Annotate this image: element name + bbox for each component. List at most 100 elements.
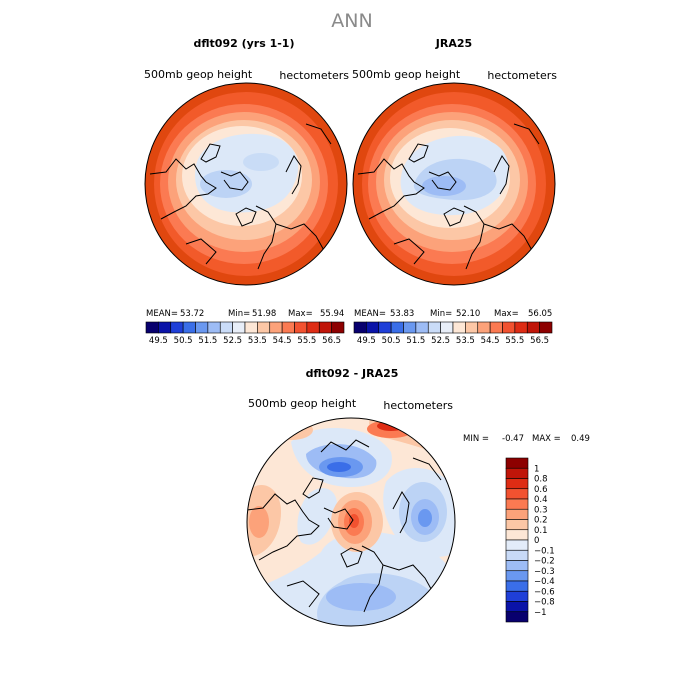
colorbar-tick-label: 0.4 [534,495,548,505]
colorbar-swatch [505,529,529,541]
min-label: Min= [430,309,452,319]
map-boundary [352,82,556,286]
colorbar-tick-label: 50.5 [382,336,401,346]
colorbar-tick-label: 0 [534,536,539,546]
colorbar-tick-label: 54.5 [273,336,292,346]
panel-difference: dflt092 - JRA25 500mb geop height hectom… [246,367,590,627]
colorbar-tick-label: 51.5 [406,336,425,346]
colorbar-swatch [427,321,441,334]
min-value: 52.10 [456,309,480,319]
colorbar-swatch [526,321,540,334]
colorbar-tick-label: −0.6 [534,587,555,597]
map-boundary [246,417,456,627]
units-label: hectometers [279,69,349,82]
colorbar-swatch [232,321,246,334]
mean-label: MEAN= [146,309,178,319]
colorbar-swatch [539,321,553,334]
min-label: Min= [228,309,250,319]
stats: MEAN= 53.83 Min= 52.10 Max= 56.05 [354,309,552,319]
panel-model: dflt092 (yrs 1-1) 500mb geop height hect… [144,37,349,346]
colorbar-swatch [219,321,233,334]
units-label: hectometers [383,399,453,412]
colorbar-tick-label: 53.5 [456,336,475,346]
page-title: ANN [331,10,372,32]
colorbar-swatch [505,478,529,490]
colorbar-swatch [195,321,209,334]
max-value: 0.49 [571,434,590,444]
colorbar-swatch [281,321,295,334]
polar-map [144,82,348,286]
colorbar-swatch [505,488,529,500]
colorbar-tick-label: 52.5 [431,336,450,346]
variable-label: 500mb geop height [144,68,253,81]
colorbar-tick-label: 0.6 [534,485,548,495]
colorbar-swatch [366,321,380,334]
colorbar-swatch [505,457,529,469]
colorbar-tick-label: −1 [534,608,547,618]
colorbar-tick-label: 49.5 [357,336,376,346]
colorbar-swatch [353,321,367,334]
colorbar-swatch [505,570,529,582]
colorbar-swatch [269,321,283,334]
colorbar-tick-label: −0.2 [534,557,555,567]
mean-value: 53.72 [180,309,204,319]
colorbar-swatch [415,321,429,334]
colorbar-swatch [244,321,258,334]
colorbar-swatch [452,321,466,334]
colorbar-tick-label: 50.5 [174,336,193,346]
colorbar-tick-label: 54.5 [481,336,500,346]
max-label: Max= [494,309,519,319]
colorbar-swatch [505,508,529,520]
contour-band [243,153,279,171]
polar-map [246,417,456,627]
colorbar-swatch [505,549,529,561]
colorbar-swatch [505,590,529,602]
colorbar-swatch [505,611,529,623]
colorbar-swatch [505,467,529,479]
max-label: MAX = [532,434,561,444]
colorbar-swatch [477,321,491,334]
variable-label: 500mb geop height [352,68,461,81]
colorbar: 49.5 50.5 51.5 52.5 53.5 54.5 55.5 56.5 [145,321,345,346]
colorbar-tick-label: 53.5 [248,336,267,346]
coastlines [357,123,545,270]
colorbar-tick-label: 52.5 [223,336,242,346]
stats: MIN = -0.47 MAX = 0.49 [463,434,590,444]
panel-title: JRA25 [435,37,472,50]
map-boundary [144,82,348,286]
colorbar-swatch [170,321,184,334]
colorbar-swatch [145,321,159,334]
colorbar-swatch [505,560,529,572]
colorbar-tick-label: 56.5 [530,336,549,346]
polar-map [352,82,556,286]
colorbar-swatch [182,321,196,334]
colorbar-tick-label: 0.8 [534,475,548,485]
units-label: hectometers [487,69,557,82]
panel-reference: JRA25 500mb geop height hectometers [352,37,557,346]
colorbar-swatch [378,321,392,334]
contour-band [200,170,252,198]
max-value: 55.94 [320,309,344,319]
colorbar-tick-label: 0.3 [534,505,548,515]
stats: MEAN= 53.72 Min= 51.98 Max= 55.94 [146,309,344,319]
colorbar-tick-label: 56.5 [322,336,341,346]
min-value: 51.98 [252,309,276,319]
colorbar-tick-label: −0.8 [534,598,555,608]
colorbar-swatch [257,321,271,334]
colorbar-swatch [502,321,516,334]
colorbar-swatch [207,321,221,334]
colorbar-swatch [505,519,529,531]
colorbar-tick-label: −0.1 [534,546,555,556]
colorbar-tick-label: −0.3 [534,567,555,577]
colorbar-swatch [158,321,172,334]
colorbar-swatch [505,539,529,551]
contour-band [326,583,396,611]
colorbar-swatch [306,321,320,334]
colorbar-swatch [505,580,529,592]
colorbar-swatch [505,498,529,510]
contour-band [422,176,466,196]
variable-label: 500mb geop height [248,397,357,410]
contour-band [249,506,269,538]
colorbar-tick-label: 55.5 [297,336,316,346]
coastlines [149,123,337,270]
